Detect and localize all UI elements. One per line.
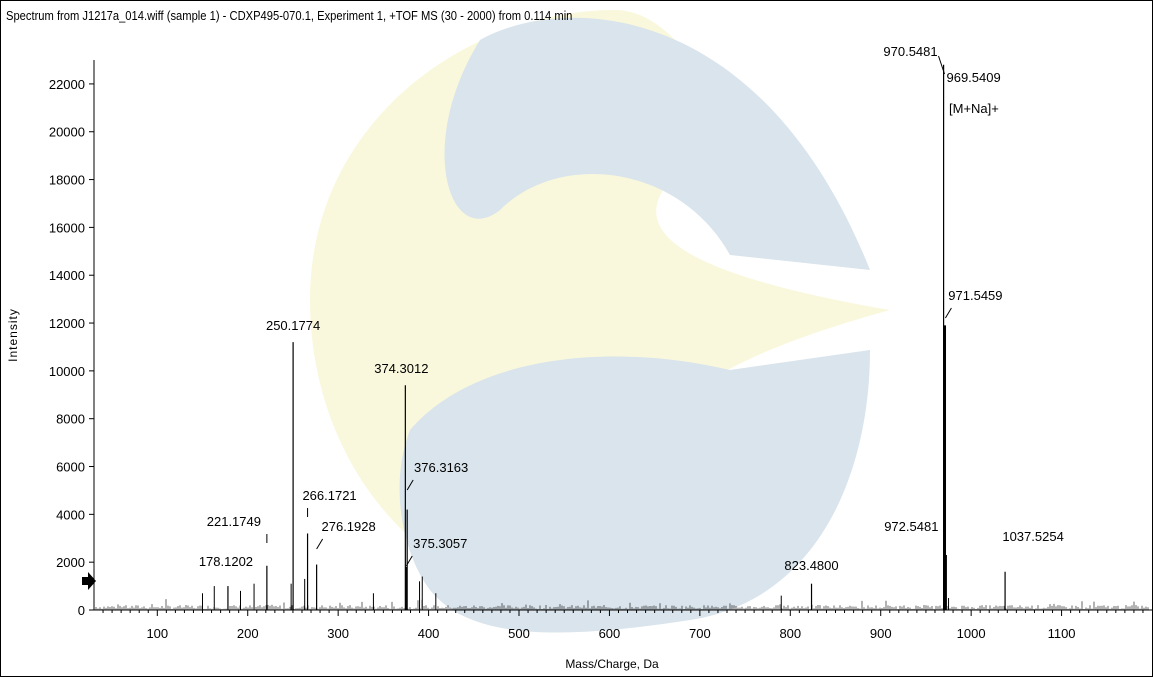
- peak-label-969.5409: 969.5409: [946, 70, 1000, 85]
- peak-label-leader: [405, 555, 413, 567]
- y-tick-label: 20000: [49, 125, 85, 140]
- x-tick-label: 700: [689, 626, 711, 641]
- peak-label-971.5459: 971.5459: [948, 288, 1002, 303]
- x-tick-label: 100: [146, 626, 168, 641]
- x-tick-label: 800: [779, 626, 801, 641]
- x-tick-label: 900: [870, 626, 892, 641]
- peak-label-178.1202: 178.1202: [199, 554, 253, 569]
- minor-peaks: [202, 576, 950, 610]
- y-tick-label: 14000: [49, 268, 85, 283]
- peak-label-970.5481: 970.5481: [883, 44, 937, 59]
- y-tick-label: 0: [78, 603, 85, 618]
- x-tick-label: 1000: [957, 626, 986, 641]
- y-tick-label: 18000: [49, 173, 85, 188]
- peak-label-221.1749: 221.1749: [207, 514, 261, 529]
- chart-title: Spectrum from J1217a_014.wiff (sample 1)…: [6, 8, 573, 23]
- x-axis-title: Mass/Charge, Da: [565, 657, 659, 671]
- y-tick-label: 22000: [49, 77, 85, 92]
- y-tick-label: 2000: [56, 555, 85, 570]
- x-tick-label: 500: [508, 626, 530, 641]
- peak-label-276.1928: 276.1928: [322, 519, 376, 534]
- x-tick-label: 600: [599, 626, 621, 641]
- peak-label-376.3163: 376.3163: [414, 460, 468, 475]
- y-axis-ticks: 0 2000 4000 6000 8000 10000 12000 14000 16000 180…: [49, 77, 94, 618]
- y-tick-label: 16000: [49, 220, 85, 235]
- y-tick-label: 10000: [49, 364, 85, 379]
- y-axis-title: Intensity: [6, 308, 20, 362]
- labeled-peaks: [227, 64, 1006, 610]
- x-tick-label: 200: [237, 626, 259, 641]
- watermark-logo: [310, 10, 890, 633]
- peak-label-leader: [406, 479, 414, 491]
- right-arrow-icon: [82, 572, 96, 590]
- x-tick-label: 400: [418, 626, 440, 641]
- peak-label-266.1721: 266.1721: [302, 488, 356, 503]
- x-tick-label: 300: [327, 626, 349, 641]
- y-tick-label: 8000: [56, 412, 85, 427]
- peak-label-972.5481: 972.5481: [884, 519, 938, 534]
- peak-label-374.3012: 374.3012: [374, 361, 428, 376]
- y-tick-label: 12000: [49, 316, 85, 331]
- noise-trace: [95, 599, 1149, 610]
- baseline-noise: [95, 599, 1149, 610]
- peak-label-375.3057: 375.3057: [413, 536, 467, 551]
- x-tick-label: 1100: [1048, 626, 1076, 641]
- peak-label-823.4800: 823.4800: [784, 558, 838, 573]
- peak-label-250.1774: 250.1774: [266, 318, 320, 333]
- watermark-blue-top-shape: [444, 17, 870, 271]
- y-tick-label: 6000: [56, 460, 85, 475]
- watermark-blue-bottom-shape: [399, 350, 870, 633]
- peak-label-leader: [944, 307, 952, 319]
- peak-label-leader: [938, 55, 945, 75]
- x-axis-ticks: 100 200 300 400 500 600 700 800 900 1000 1100: [102, 610, 1144, 641]
- peak-label-1037.5254: 1037.5254: [1002, 529, 1063, 544]
- y-tick-label: 4000: [56, 507, 85, 522]
- adduct-annotation: [M+Na]+: [949, 101, 999, 116]
- peak-labels: 178.1202 221.1749 250.1774 266.1721 276.1928…: [199, 44, 1064, 573]
- peak-label-leader: [316, 538, 324, 550]
